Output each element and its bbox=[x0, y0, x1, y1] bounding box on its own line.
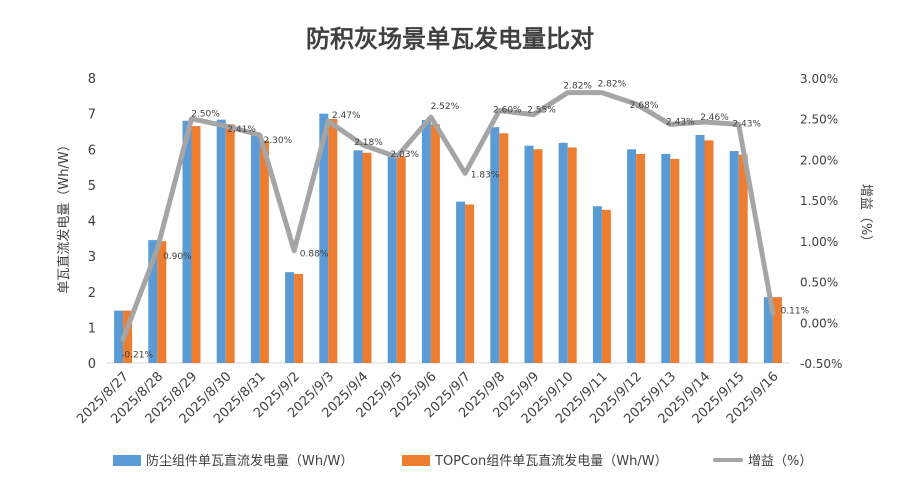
bar-topcon bbox=[328, 118, 338, 363]
y-tick-right: 2.00% bbox=[800, 153, 838, 167]
bar-topcon bbox=[636, 153, 646, 363]
gain-data-label: 0.88% bbox=[300, 250, 329, 260]
bar-topcon bbox=[704, 140, 714, 363]
bar-dustproof bbox=[627, 149, 637, 363]
y-axis-right-title: 增益（%） bbox=[858, 184, 873, 248]
legend-label-gain: 增益（%） bbox=[748, 454, 812, 469]
bar-topcon bbox=[499, 133, 509, 363]
bar-topcon bbox=[362, 152, 372, 363]
bar-series-group bbox=[114, 113, 782, 364]
gain-data-label: 2.82% bbox=[563, 82, 592, 92]
gain-data-label: 2.82% bbox=[598, 80, 627, 90]
y-tick-right: 1.50% bbox=[800, 194, 838, 208]
y-tick-left: 6 bbox=[88, 143, 96, 158]
bar-topcon bbox=[123, 310, 133, 363]
bar-topcon bbox=[465, 204, 475, 363]
bar-dustproof bbox=[387, 152, 397, 363]
bar-dustproof bbox=[456, 201, 466, 363]
bar-dustproof bbox=[661, 153, 671, 363]
y-tick-right: 1.00% bbox=[800, 235, 838, 249]
bar-topcon bbox=[225, 124, 235, 363]
bar-dustproof bbox=[490, 127, 500, 363]
bar-dustproof bbox=[216, 119, 226, 364]
y-tick-right: 0.00% bbox=[800, 316, 838, 330]
bar-topcon bbox=[670, 158, 680, 363]
bar-topcon bbox=[191, 126, 201, 363]
y-tick-left: 4 bbox=[88, 215, 96, 230]
bar-topcon bbox=[738, 154, 748, 363]
bar-dustproof bbox=[729, 151, 739, 363]
gain-data-label: -0.21% bbox=[121, 350, 153, 360]
legend: 防尘组件单瓦直流发电量（Wh/W） TOPCon组件单瓦直流发电量（Wh/W） 增益… bbox=[113, 453, 812, 469]
gain-data-label: 2.55% bbox=[527, 106, 556, 116]
y-tick-right: 2.50% bbox=[800, 113, 838, 127]
bar-dustproof bbox=[250, 135, 260, 363]
bar-topcon bbox=[157, 241, 167, 363]
legend-label-topcon: TOPCon组件单瓦直流发电量（Wh/W） bbox=[434, 453, 668, 469]
x-axis: 2025/8/272025/8/282025/8/292025/8/302025… bbox=[74, 369, 782, 427]
bar-dustproof bbox=[695, 135, 705, 363]
bar-topcon bbox=[396, 156, 406, 363]
y-tick-left: 2 bbox=[88, 286, 96, 301]
bar-dustproof bbox=[592, 206, 602, 363]
gain-line bbox=[120, 90, 776, 342]
y-tick-left: 8 bbox=[88, 72, 96, 87]
bar-topcon bbox=[259, 140, 269, 363]
gain-data-label: 2.41% bbox=[227, 125, 256, 135]
gain-data-label: 2.03% bbox=[390, 150, 419, 160]
gain-data-label: 2.43% bbox=[666, 117, 695, 127]
bar-topcon bbox=[772, 297, 782, 363]
y-tick-right: 0.50% bbox=[800, 276, 838, 290]
gain-data-label: 2.60% bbox=[493, 106, 522, 116]
gain-data-label: 2.43% bbox=[732, 119, 761, 129]
gain-data-label: 2.52% bbox=[431, 102, 460, 112]
y-tick-right: -0.50% bbox=[800, 357, 842, 371]
gain-data-label: 2.68% bbox=[630, 101, 659, 111]
y-tick-left: 3 bbox=[88, 250, 96, 265]
gain-data-label: 2.18% bbox=[354, 138, 383, 148]
y-tick-left: 1 bbox=[88, 321, 96, 336]
bar-dustproof bbox=[285, 272, 295, 363]
chart-title: 防积灰场景单瓦发电量比对 bbox=[306, 25, 594, 53]
bar-topcon bbox=[430, 124, 440, 363]
bar-dustproof bbox=[148, 240, 158, 363]
y-tick-left: 5 bbox=[88, 179, 96, 194]
legend-swatch-dustproof bbox=[113, 455, 141, 466]
gain-data-label: 2.50% bbox=[191, 110, 220, 120]
legend-label-dustproof: 防尘组件单瓦直流发电量（Wh/W） bbox=[146, 453, 353, 469]
bar-topcon bbox=[533, 149, 543, 363]
legend-swatch-topcon bbox=[402, 455, 430, 466]
gain-data-label: 0.11% bbox=[781, 306, 810, 316]
bar-dustproof bbox=[558, 142, 568, 363]
bar-dustproof bbox=[421, 120, 431, 363]
bar-topcon bbox=[294, 273, 304, 363]
y-tick-right: 3.00% bbox=[800, 72, 838, 86]
gain-data-label: 1.83% bbox=[471, 170, 500, 180]
bar-dustproof bbox=[353, 150, 363, 363]
bar-topcon bbox=[567, 147, 577, 363]
gain-data-label: 0.90% bbox=[163, 252, 192, 262]
bar-dustproof bbox=[524, 145, 534, 363]
bar-dustproof bbox=[763, 297, 773, 363]
y-tick-left: 0 bbox=[88, 357, 96, 372]
gain-data-label: 2.46% bbox=[700, 113, 729, 123]
bar-dustproof bbox=[319, 113, 329, 363]
y-tick-left: 7 bbox=[88, 108, 96, 123]
bar-dustproof bbox=[182, 120, 192, 363]
line-series-group: -0.21% 0.90% 2.50% 2.41% 2.30% 0.88% 2.47% 2.18… bbox=[120, 80, 810, 360]
right-axis: -0.50% 0.00% 0.50% 1.00% 1.50% 2.00% 2.50% 3.00… bbox=[800, 72, 842, 371]
y-axis-left-title: 单瓦直流发电量（Wh/W） bbox=[56, 138, 72, 293]
bar-dustproof bbox=[114, 310, 124, 363]
gain-data-label: 2.47% bbox=[332, 111, 361, 121]
bar-topcon bbox=[601, 209, 611, 363]
gain-data-label: 2.30% bbox=[264, 136, 293, 146]
